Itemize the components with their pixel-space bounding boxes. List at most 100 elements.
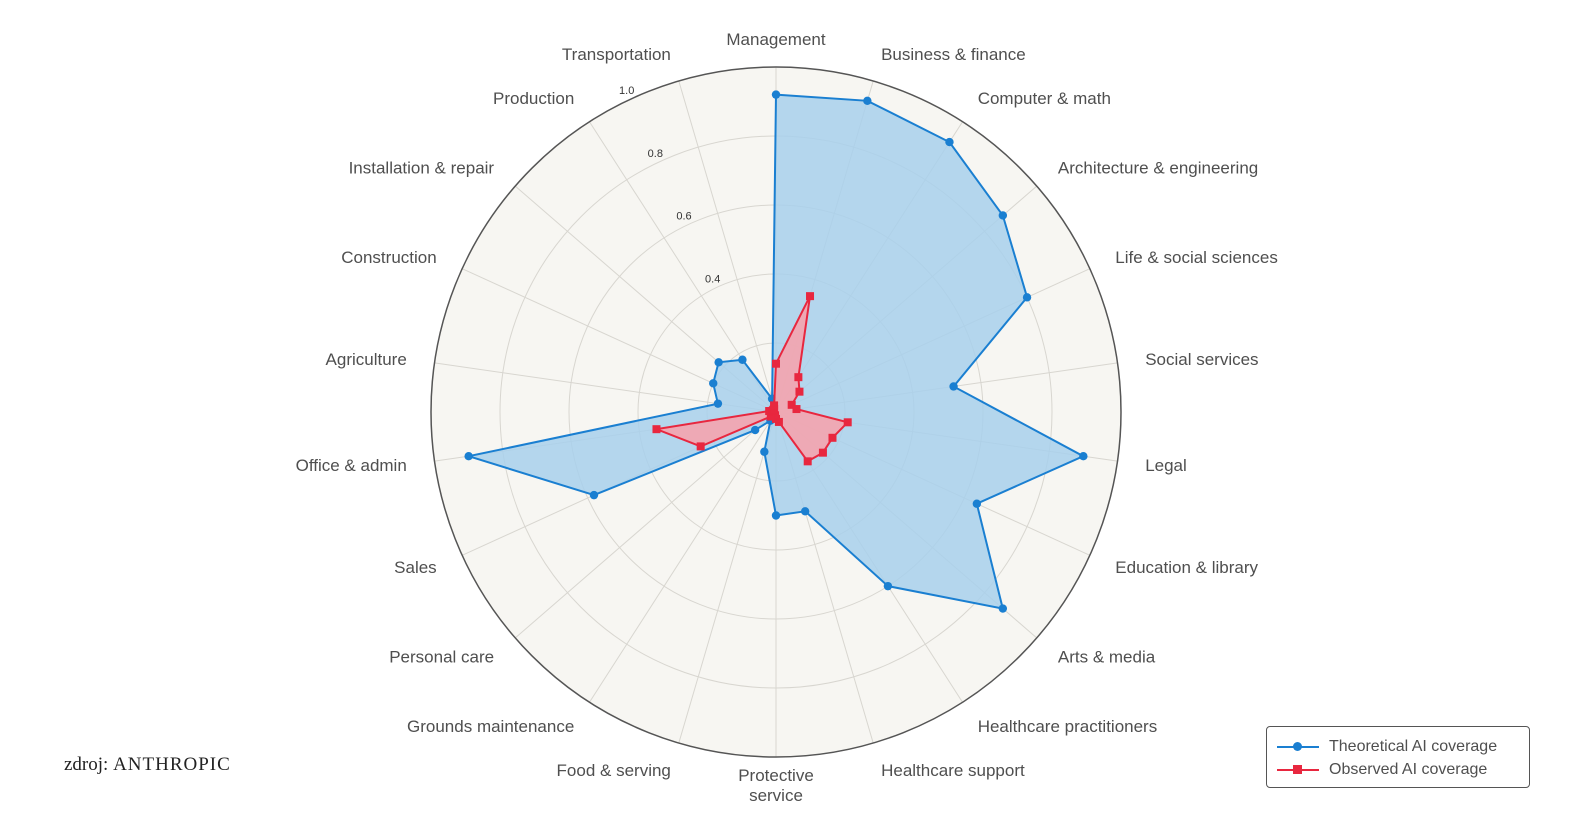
point-observed [766,412,775,421]
category-label-line: Education & library [1115,557,1258,576]
point-theoretical [464,451,473,461]
point-observed [803,457,812,466]
legend-label-theoretical: Theoretical AI coverage [1329,737,1498,755]
category-label: Social services [1145,349,1258,368]
radial-tick-label: 0.4 [705,274,720,286]
category-label-line: Life & social sciences [1115,248,1278,267]
legend-item-theoretical: Theoretical AI coverage [1277,735,1519,758]
legend: Theoretical AI coverage Observed AI cove… [1266,726,1530,788]
category-label-line: Agriculture [326,349,407,368]
point-theoretical [972,499,982,508]
source-credit: zdroj: ANTHROPIC [64,754,231,776]
category-label-line: Legal [1145,456,1187,475]
category-label-line: Construction [341,248,436,267]
category-label: Life & social sciences [1115,248,1278,267]
category-label: Agriculture [326,349,407,368]
radial-gridline [589,411,777,703]
point-theoretical [713,399,723,408]
category-label: Grounds maintenance [407,716,574,735]
point-theoretical [714,358,723,367]
point-theoretical [760,447,769,456]
category-label-line: Personal care [389,647,494,666]
category-label-line: Transportation [562,45,671,64]
category-label: Production [493,89,574,108]
point-theoretical [750,425,760,435]
radial-tick-label: 0.6 [676,211,691,223]
category-label-line: Business & finance [881,45,1026,64]
point-observed [794,373,803,382]
category-label: Office & admin [296,456,407,475]
category-label: Business & finance [881,45,1026,64]
source-brand: ANTHROPIC [113,754,231,775]
radial-gridline [514,411,777,639]
radial-tick-labels: 0.4 0.6 0.8 1.0 [619,85,720,285]
legend-swatch-theoretical [1277,741,1319,753]
category-label-line: Food & serving [557,760,671,779]
category-label-line: Management [726,30,826,49]
legend-swatch-observed [1277,764,1319,776]
category-label-line: Sales [394,557,437,576]
radar-series [464,90,1088,613]
point-observed [787,400,796,409]
category-label: Food & serving [557,760,671,779]
category-label: Legal [1145,456,1187,475]
category-label: Transportation [562,45,671,64]
point-theoretical [945,137,954,147]
point-theoretical [771,511,781,520]
category-label-line: Installation & repair [349,158,495,177]
category-label: Arts & media [1058,647,1156,666]
point-theoretical [883,581,893,591]
point-theoretical [589,490,599,500]
category-label: Computer & math [978,89,1111,108]
category-label-line: Computer & math [978,89,1111,108]
point-theoretical [771,90,781,99]
point-observed [696,442,705,451]
point-observed [843,418,852,427]
category-label-line: Social services [1145,349,1258,368]
point-observed [795,387,804,396]
category-label: Healthcare support [881,760,1025,779]
point-theoretical [1079,451,1088,461]
point-observed [806,292,815,301]
category-label-line: Architecture & engineering [1058,158,1258,177]
radial-tick-label: 1.0 [619,85,634,97]
category-label: Installation & repair [349,158,495,177]
point-theoretical [863,96,872,106]
radial-gridline [678,411,777,744]
category-label-line: Production [493,89,574,108]
category-label-line: Arts & media [1058,647,1156,666]
category-label: Personal care [389,647,494,666]
source-prefix: zdroj: [64,754,114,775]
category-label-line: Grounds maintenance [407,716,574,735]
point-theoretical [1022,293,1032,302]
point-observed [828,433,837,442]
category-label: Education & library [1115,557,1258,576]
point-theoretical [800,507,810,516]
category-label: Protective service [738,766,814,805]
point-theoretical [949,382,958,391]
point-theoretical [998,211,1008,220]
category-label-line: Protective [738,766,814,785]
category-label: Management [726,30,826,49]
category-label-line: Healthcare practitioners [978,716,1158,735]
legend-item-observed: Observed AI coverage [1277,758,1519,781]
radial-tick-label: 0.8 [648,148,663,160]
category-label-line: service [749,786,803,805]
category-label-line: Healthcare support [881,760,1025,779]
point-observed [770,401,779,410]
point-observed [818,448,827,457]
legend-label-observed: Observed AI coverage [1329,760,1488,778]
category-label-line: Office & admin [296,456,407,475]
point-theoretical [998,604,1008,613]
point-theoretical [738,355,747,364]
point-theoretical [709,379,718,388]
category-label: Architecture & engineering [1058,158,1258,177]
category-labels: Management Business & finance Computer & m… [296,30,1278,805]
outer-ring [430,66,1122,758]
category-label: Construction [341,248,436,267]
point-observed [772,359,780,368]
category-label: Sales [394,557,437,576]
category-label: Healthcare practitioners [978,716,1158,735]
point-observed [652,425,661,434]
